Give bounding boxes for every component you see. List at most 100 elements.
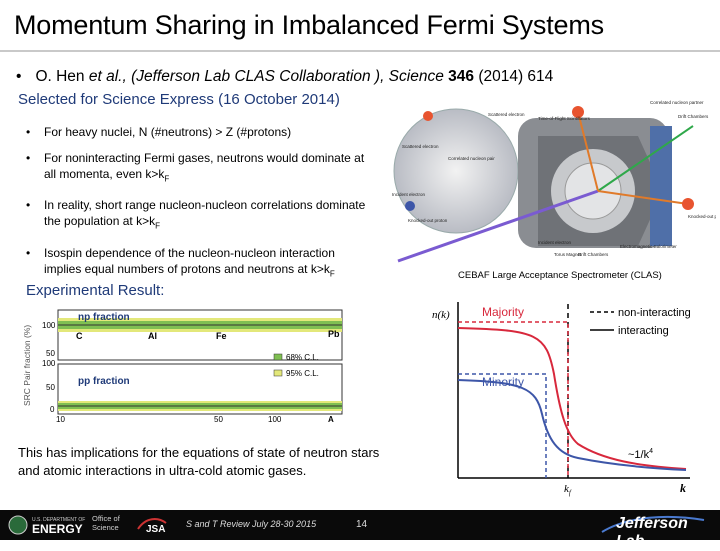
bullet-subscript: F	[329, 269, 335, 279]
clas-caption: CEBAF Large Acceptance Spectrometer (CLA…	[458, 270, 662, 281]
clas-detector-diagram: Correlated nucleon partner Scattered elec…	[392, 100, 716, 263]
calorimeter-block	[650, 126, 672, 246]
doe-small-text: U.S. DEPARTMENT OF	[32, 517, 85, 523]
doe-logo: U.S. DEPARTMENT OF ENERGY	[8, 515, 85, 536]
src-pair-fraction-plot: SRC Pair fraction (%) np fraction pp fra…	[22, 309, 343, 424]
page-number: 14	[356, 519, 368, 530]
implications-text: This has implications for the equations …	[18, 445, 380, 478]
bullet-mark: •	[26, 151, 31, 165]
citation-volume: 346	[448, 68, 475, 85]
citation-rest: (2014) 614	[474, 68, 554, 85]
bullet-item: • For heavy nuclei, N (#neutrons) > Z (#p…	[26, 124, 371, 140]
jlab-swoosh-icon	[601, 515, 705, 533]
xtick-10: 10	[56, 415, 65, 424]
kf-text: k	[564, 483, 570, 495]
jsa-swoosh-icon	[137, 518, 167, 530]
tick-bottom-0: 0	[50, 405, 55, 414]
jlab-swoosh-path	[601, 515, 705, 533]
bullet-subscript: F	[155, 221, 160, 231]
jsa-text: JSA	[146, 524, 165, 535]
doe-seal-icon	[8, 515, 28, 535]
scattered-electron-track	[597, 125, 694, 192]
bullet-item: • In reality, short range nucleon-nucleon…	[26, 197, 371, 234]
title-divider	[0, 50, 720, 52]
np-title: np fraction	[78, 312, 130, 323]
inset-proton-ball	[405, 201, 415, 211]
incident-beam	[397, 189, 599, 263]
citation-etal: et al.	[88, 68, 123, 85]
bullet-text: For heavy nuclei, N (#neutrons) > Z (#pr…	[44, 125, 292, 139]
detector-inset-circle	[393, 108, 519, 234]
jefferson-lab-logo: Jefferson Lab	[616, 515, 688, 550]
nucleus-fe: Fe	[216, 331, 227, 341]
tick-bottom-50: 50	[46, 383, 55, 392]
kf-subscript: f	[569, 489, 572, 497]
tail-label: ~1/k4	[628, 448, 653, 461]
bullet-text: For noninteracting Fermi gases, neutrons…	[44, 151, 365, 181]
bullet-subscript: F	[164, 174, 170, 184]
doe-energy-text: ENERGY	[32, 522, 83, 536]
apparatus-label: Time-of-Flight Scintillators	[538, 116, 591, 121]
apparatus-label: Correlated nucleon partner	[650, 100, 704, 105]
apparatus-label: Scattered electron	[488, 112, 525, 117]
apparatus-label: Incident electron	[392, 192, 426, 197]
k-axis-label: k	[680, 481, 686, 495]
legend-noninteracting-label: non-interacting	[618, 307, 691, 319]
momentum-distribution-plot: n(k) Majority Minority non-interacting i…	[432, 302, 691, 497]
inset-partner-ball	[423, 111, 433, 121]
legend-95-swatch	[273, 369, 283, 377]
legend-68-swatch	[273, 353, 283, 361]
apparatus-label: Knocked-out proton	[688, 214, 716, 219]
xtick-100: 100	[268, 415, 282, 424]
xtick-50: 50	[214, 415, 223, 424]
apparatus-label: Incident electron	[538, 240, 572, 245]
tail-text: ~1/k	[628, 449, 650, 461]
bullet-mark: •	[26, 198, 31, 213]
bullet-mark: •	[26, 245, 31, 260]
partner-ball	[572, 106, 584, 118]
majority-noninteracting	[458, 321, 569, 478]
citation-bullet: •	[16, 68, 22, 85]
tick-top-50: 50	[46, 349, 55, 358]
detector-ring	[564, 162, 622, 220]
office-of-science: Office of Science	[92, 514, 120, 532]
review-title: S and T Review July 28-30 2015	[186, 519, 317, 529]
bullet-text: Isospin dependence of the nucleon-nucleo…	[44, 245, 335, 276]
src-ylabel: SRC Pair fraction (%)	[22, 325, 32, 406]
legend-68-label: 68% C.L.	[286, 353, 319, 362]
legend-interacting-label: interacting	[618, 325, 669, 337]
apparatus-label: Knocked-out proton	[408, 218, 448, 223]
tick-bottom-100: 100	[42, 359, 56, 368]
experimental-result-heading: Experimental Result:	[26, 282, 165, 299]
tail-exponent: 4	[649, 448, 653, 455]
legend-95-label: 95% C.L.	[286, 369, 319, 378]
nk-ylabel: n(k)	[432, 309, 450, 321]
minority-interacting	[457, 379, 687, 471]
apparatus-label: Scattered electron	[402, 144, 439, 149]
apparatus-label: Electromagnetic Calorimeter	[620, 244, 677, 249]
xtick-a: A	[328, 415, 334, 424]
jsa-logo: JSA	[137, 518, 167, 535]
minority-label: Minority	[482, 375, 524, 389]
bullet-text: In reality, short range nucleon-nucleon …	[44, 198, 366, 229]
nucleus-c: C	[76, 331, 83, 341]
apparatus-label: Drift Chambers	[678, 114, 709, 119]
citation-authors: O. Hen	[35, 68, 85, 85]
knocked-proton-track	[597, 190, 689, 205]
pp-title: pp fraction	[78, 376, 130, 387]
bullet-item: • For noninteracting Fermi gases, neutron…	[26, 150, 371, 187]
majority-label: Majority	[482, 305, 524, 319]
minority-noninteracting	[458, 373, 547, 478]
citation-collab: , (Jefferson Lab CLAS Collaboration ), S…	[122, 68, 449, 85]
apparatus-label: Correlated nucleon pair	[448, 156, 495, 161]
citation-line: • O. Hen et al., (Jefferson Lab CLAS Coll…	[16, 68, 553, 86]
nucleus-pb: Pb	[328, 329, 340, 339]
science-express-note: Selected for Science Express (16 October…	[18, 91, 340, 108]
proton-ball	[682, 198, 694, 210]
slide-title: Momentum Sharing in Imbalanced Fermi Sys…	[14, 10, 604, 40]
apparatus-label: Drift Chambers	[578, 252, 609, 257]
tick-top-100: 100	[42, 321, 56, 330]
bullet-item: • Isospin dependence of the nucleon-nucle…	[26, 245, 371, 282]
nucleus-al: Al	[148, 331, 157, 341]
partner-track	[577, 111, 599, 192]
